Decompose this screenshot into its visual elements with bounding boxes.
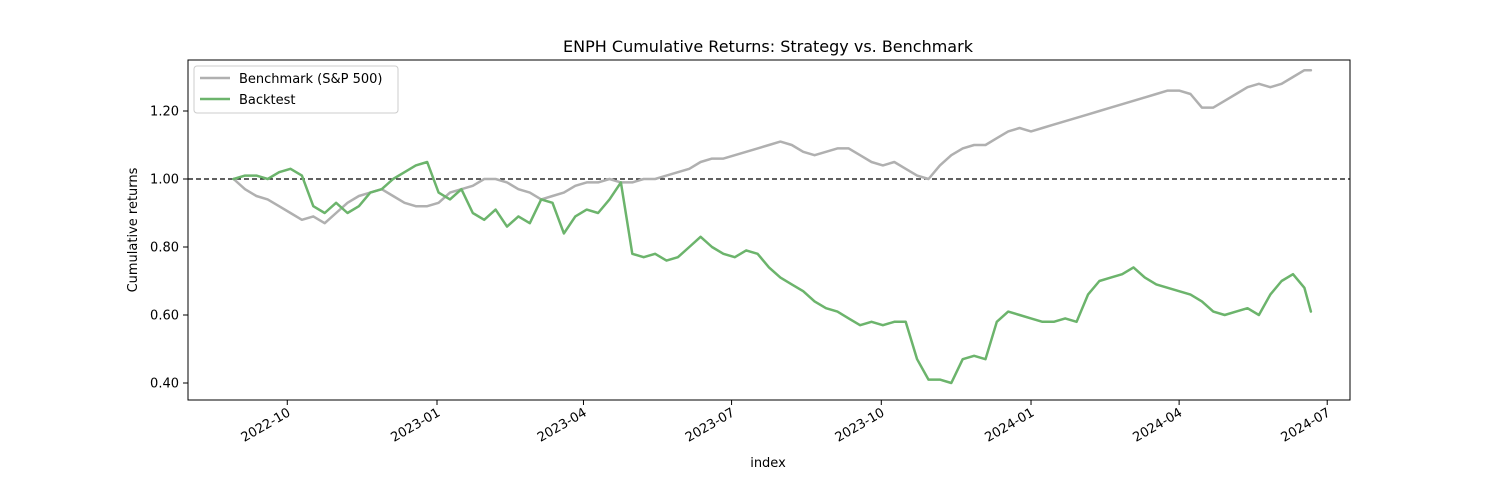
- y-tick-label: 1.00: [150, 173, 179, 188]
- legend: Benchmark (S&P 500) Backtest: [193, 65, 399, 114]
- y-tick-label: 1.20: [150, 105, 179, 120]
- legend-box: [193, 65, 399, 114]
- y-axis: 0.40 0.60 0.80 1.00 1.20: [150, 105, 188, 392]
- series-line-backtest: [232, 160, 1313, 385]
- y-tick-label: 0.40: [150, 377, 179, 392]
- legend-label-backtest: Backtest: [239, 93, 296, 108]
- series-line-benchmark: [232, 68, 1313, 225]
- legend-label-benchmark: Benchmark (S&P 500): [239, 72, 383, 87]
- chart-title: ENPH Cumulative Returns: Strategy vs. Be…: [563, 37, 974, 56]
- y-tick-label: 0.80: [150, 241, 179, 256]
- x-axis-label: index: [750, 456, 786, 471]
- plot-area: [188, 68, 1350, 385]
- y-tick-label: 0.60: [150, 309, 179, 324]
- plot-frame: [187, 59, 1351, 401]
- y-axis-label: Cumulative returns: [126, 167, 141, 292]
